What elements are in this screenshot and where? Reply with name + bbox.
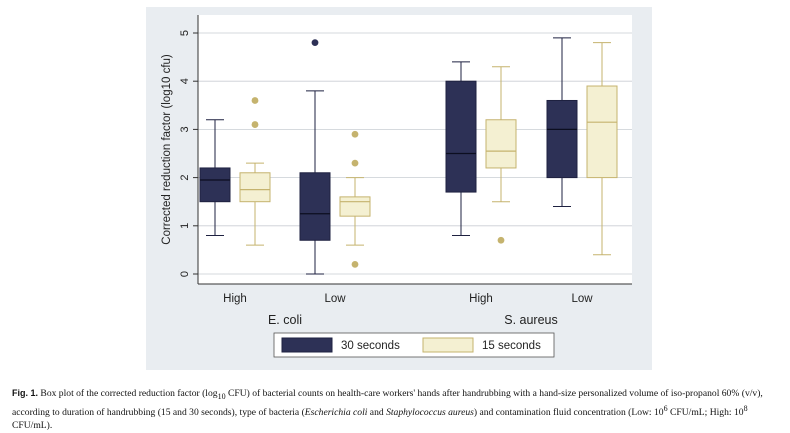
caption-subscript: 10 <box>217 391 226 401</box>
caption-text-1: Box plot of the corrected reduction fact… <box>38 388 218 399</box>
outlier-point <box>251 121 259 128</box>
caption-text-3: and <box>367 407 387 419</box>
x-group-label: E. coli <box>268 313 302 327</box>
x-subgroup-label: Low <box>571 293 593 305</box>
legend-swatch-15s <box>422 337 474 353</box>
outlier-point <box>311 39 319 47</box>
y-tick-label: 4 <box>179 78 191 84</box>
caption-text-4: ) and contamination fluid concentration … <box>473 407 664 419</box>
box-iqr <box>339 196 371 217</box>
caption-sup-low: 6 <box>663 404 668 414</box>
caption-italic-saureus: Staphylococcus aureus <box>386 407 474 419</box>
box-iqr <box>546 99 578 179</box>
y-axis-label: Corrected reduction factor (log10 cfu) <box>161 54 173 245</box>
figure-panel: 0 1 2 3 4 5 Corrected reduction factor (log10 … <box>146 7 652 370</box>
outlier-point <box>497 236 505 244</box>
y-tick-label: 5 <box>179 30 191 36</box>
y-tick-label: 0 <box>179 271 191 277</box>
box-iqr <box>445 80 477 193</box>
legend-label: 30 seconds <box>341 340 400 352</box>
y-tick-label: 2 <box>179 175 191 181</box>
x-subgroup-label: Low <box>324 293 346 305</box>
caption-text-2: CFU) of bacterial counts on health-care … <box>12 388 763 419</box>
box-iqr <box>199 167 231 203</box>
legend-label: 15 seconds <box>482 340 541 352</box>
box-iqr <box>239 172 271 203</box>
x-subgroup-label: High <box>469 293 493 305</box>
caption-text-5: CFU/mL; High: 10 <box>667 407 744 419</box>
caption-label: Fig. 1. <box>12 388 39 398</box>
outlier-point <box>351 130 359 138</box>
caption-italic-ecoli: Escherichia coli <box>304 407 368 419</box>
box-plot-chart: 0 1 2 3 4 5 Corrected reduction factor (log10 … <box>161 15 632 358</box>
caption-sup-high: 8 <box>743 404 748 414</box>
legend-swatch-30s <box>281 337 333 353</box>
x-group-label: S. aureus <box>504 313 558 327</box>
x-subgroup-label: High <box>223 293 247 305</box>
box-iqr <box>485 119 517 169</box>
outlier-point <box>351 260 359 268</box>
box-iqr <box>299 172 331 241</box>
y-tick-label: 1 <box>179 223 191 229</box>
outlier-point <box>351 159 359 167</box>
outlier-point <box>251 97 259 104</box>
box-iqr <box>586 85 618 179</box>
y-tick-label: 3 <box>179 126 191 132</box>
